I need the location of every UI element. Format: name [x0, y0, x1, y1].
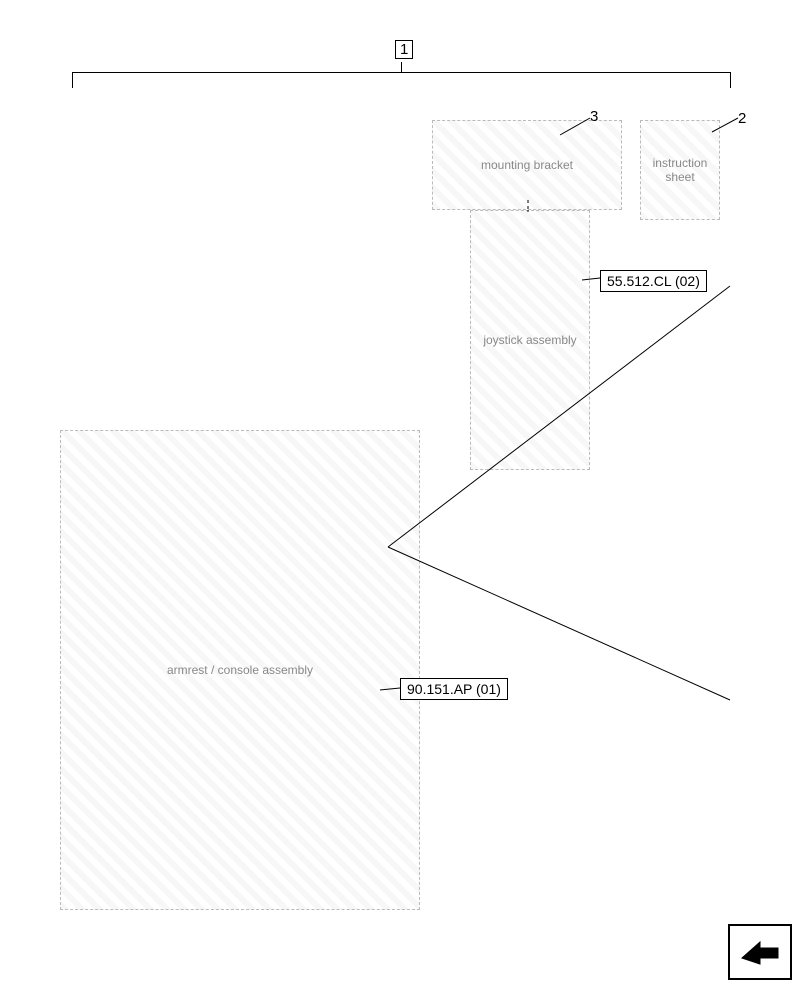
orientation-arrow-icon [728, 924, 792, 980]
callout-1: 1 [395, 40, 413, 59]
bracket-part-label: mounting bracket [481, 158, 573, 172]
ref-joystick: 55.512.CL (02) [600, 270, 707, 292]
console-assembly: armrest / console assembly [60, 430, 420, 910]
joystick-assembly: joystick assembly [470, 210, 590, 470]
bracket-label-tick [401, 62, 402, 72]
instruction-sheet: instruction sheet [640, 120, 720, 220]
bracket-left-drop [72, 72, 73, 88]
instruction-sheet-label: instruction sheet [641, 156, 719, 184]
bracket-right-drop [730, 72, 731, 88]
ref-console: 90.151.AP (01) [400, 678, 508, 700]
console-assembly-label: armrest / console assembly [167, 663, 313, 677]
diagram-canvas: 1 mounting bracket instruction sheet joy… [0, 0, 812, 1000]
callout-3: 3 [590, 108, 598, 125]
bracket-part: mounting bracket [432, 120, 622, 210]
joystick-assembly-label: joystick assembly [483, 333, 576, 347]
bracket-horizontal [72, 72, 730, 73]
callout-2: 2 [738, 110, 746, 127]
